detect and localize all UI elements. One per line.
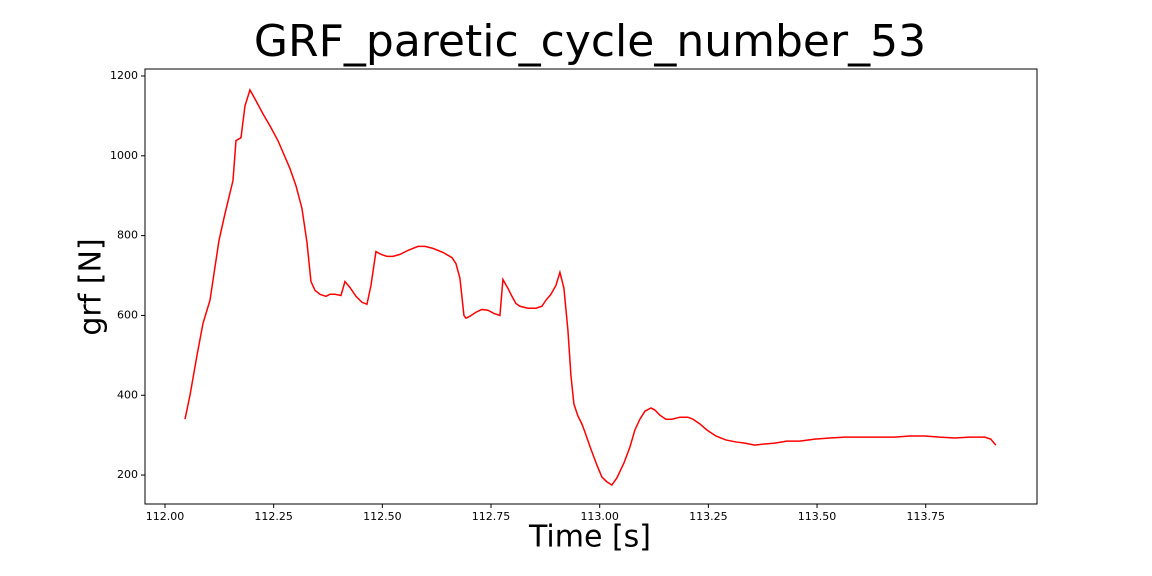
x-tick-label: 112.50 [363,510,402,523]
y-tick-label: 1200 [110,69,138,82]
x-tick-label: 113.75 [906,510,945,523]
y-tick-label: 600 [117,308,138,321]
y-tick-label: 1000 [110,149,138,162]
x-axis-label: Time [s] [528,520,651,555]
x-tick-label: 113.25 [689,510,728,523]
y-tick-label: 400 [117,388,138,401]
plot-frame [144,68,1038,505]
x-tick-label: 112.00 [146,510,185,523]
y-tick-label: 800 [117,229,138,242]
chart-title: GRF_paretic_cycle_number_53 [254,16,926,67]
x-tick-label: 113.00 [580,510,619,523]
y-tick-label: 200 [117,468,138,481]
x-tick-label: 113.50 [798,510,837,523]
data-line [184,88,997,487]
x-tick-label: 112.25 [254,510,293,523]
y-axis-label: grf [N] [74,238,109,335]
x-tick-label: 112.75 [472,510,511,523]
